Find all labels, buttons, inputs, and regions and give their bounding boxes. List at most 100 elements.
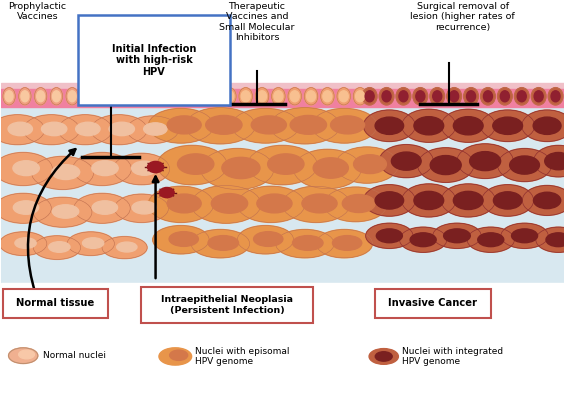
Ellipse shape xyxy=(276,230,334,258)
Ellipse shape xyxy=(176,91,185,102)
Ellipse shape xyxy=(433,223,481,248)
Bar xyxy=(1,83,564,102)
Ellipse shape xyxy=(510,156,539,174)
Ellipse shape xyxy=(42,122,67,136)
Ellipse shape xyxy=(450,91,459,102)
Ellipse shape xyxy=(500,91,509,102)
Ellipse shape xyxy=(212,194,248,213)
Ellipse shape xyxy=(302,194,337,213)
Ellipse shape xyxy=(478,233,504,247)
Ellipse shape xyxy=(167,116,201,134)
Ellipse shape xyxy=(290,91,299,102)
Ellipse shape xyxy=(92,201,117,214)
Text: Invasive Cancer: Invasive Cancer xyxy=(388,298,477,309)
Ellipse shape xyxy=(533,117,561,134)
Ellipse shape xyxy=(430,156,461,174)
Ellipse shape xyxy=(316,230,372,258)
Ellipse shape xyxy=(258,91,267,102)
Ellipse shape xyxy=(342,195,375,213)
Ellipse shape xyxy=(363,110,415,141)
Ellipse shape xyxy=(517,91,526,102)
Ellipse shape xyxy=(225,91,234,102)
Ellipse shape xyxy=(494,192,522,209)
Ellipse shape xyxy=(307,91,316,102)
Ellipse shape xyxy=(178,154,214,174)
Ellipse shape xyxy=(0,193,51,223)
Ellipse shape xyxy=(129,88,142,105)
Text: Therapeutic
Vaccines and
Small Molecular
Inhibitors: Therapeutic Vaccines and Small Molecular… xyxy=(219,2,295,42)
Ellipse shape xyxy=(312,108,377,143)
Ellipse shape xyxy=(33,197,92,227)
Ellipse shape xyxy=(174,88,187,105)
Ellipse shape xyxy=(0,115,45,145)
Ellipse shape xyxy=(132,201,156,214)
Ellipse shape xyxy=(497,149,552,182)
Ellipse shape xyxy=(147,91,155,102)
Ellipse shape xyxy=(293,235,323,250)
Ellipse shape xyxy=(82,238,104,248)
Ellipse shape xyxy=(131,161,157,175)
Ellipse shape xyxy=(382,91,391,102)
Ellipse shape xyxy=(192,91,201,102)
Ellipse shape xyxy=(14,201,39,214)
Ellipse shape xyxy=(117,242,137,252)
Ellipse shape xyxy=(49,242,70,252)
Ellipse shape xyxy=(67,232,114,255)
Ellipse shape xyxy=(447,88,461,105)
Ellipse shape xyxy=(399,227,447,252)
Ellipse shape xyxy=(482,185,534,216)
Ellipse shape xyxy=(396,88,411,105)
Ellipse shape xyxy=(153,226,209,254)
Ellipse shape xyxy=(501,223,548,248)
Ellipse shape xyxy=(283,186,350,222)
Ellipse shape xyxy=(169,231,199,246)
Ellipse shape xyxy=(5,91,13,102)
Ellipse shape xyxy=(453,191,483,209)
Ellipse shape xyxy=(241,91,250,102)
Ellipse shape xyxy=(159,348,192,365)
Text: Normal tissue: Normal tissue xyxy=(16,298,94,309)
Ellipse shape xyxy=(466,91,475,102)
Ellipse shape xyxy=(522,110,564,141)
FancyBboxPatch shape xyxy=(78,15,231,105)
Ellipse shape xyxy=(313,158,349,178)
Ellipse shape xyxy=(76,122,100,136)
Ellipse shape xyxy=(413,88,428,105)
Ellipse shape xyxy=(497,88,512,105)
Ellipse shape xyxy=(223,88,236,105)
Ellipse shape xyxy=(209,91,218,102)
Ellipse shape xyxy=(206,116,242,134)
Ellipse shape xyxy=(481,110,535,141)
Circle shape xyxy=(160,187,174,198)
Ellipse shape xyxy=(514,88,529,105)
Ellipse shape xyxy=(464,88,478,105)
Ellipse shape xyxy=(160,91,169,102)
Ellipse shape xyxy=(324,187,387,222)
Text: Surgical removal of
lesion (higher rates of
recurrence): Surgical removal of lesion (higher rates… xyxy=(410,2,515,32)
Ellipse shape xyxy=(417,148,474,182)
Ellipse shape xyxy=(191,185,261,223)
Ellipse shape xyxy=(58,115,112,145)
Ellipse shape xyxy=(208,235,239,250)
Text: Normal nuclei: Normal nuclei xyxy=(43,351,106,360)
Ellipse shape xyxy=(232,108,299,143)
Text: Nuclei with integrated
HPV genome: Nuclei with integrated HPV genome xyxy=(402,347,503,366)
Bar xyxy=(1,283,564,393)
Ellipse shape xyxy=(354,155,386,174)
Ellipse shape xyxy=(237,226,294,254)
Ellipse shape xyxy=(320,88,334,105)
Ellipse shape xyxy=(37,91,45,102)
Ellipse shape xyxy=(114,194,169,222)
Ellipse shape xyxy=(52,165,80,180)
Ellipse shape xyxy=(323,91,332,102)
Ellipse shape xyxy=(399,91,408,102)
Ellipse shape xyxy=(534,192,561,209)
Ellipse shape xyxy=(251,116,287,134)
Ellipse shape xyxy=(206,88,220,105)
Ellipse shape xyxy=(379,88,394,105)
Ellipse shape xyxy=(19,88,31,105)
Ellipse shape xyxy=(98,88,110,105)
Ellipse shape xyxy=(369,349,398,364)
Ellipse shape xyxy=(430,88,444,105)
Ellipse shape xyxy=(536,227,564,252)
